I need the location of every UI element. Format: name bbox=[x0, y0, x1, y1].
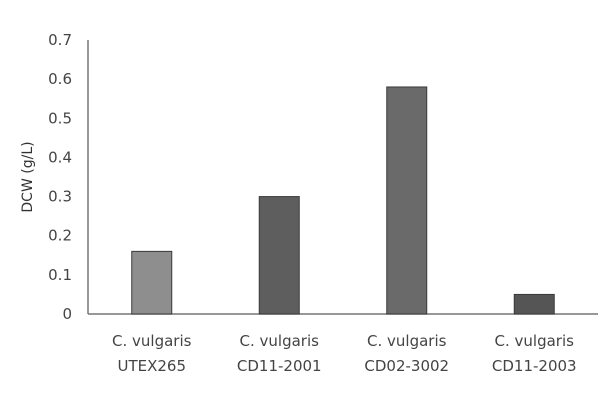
y-ticks: 0 0.1 0.2 0.3 0.4 0.5 0.6 0.7 bbox=[48, 31, 72, 323]
y-tick-label: 0.4 bbox=[48, 148, 72, 166]
category-label: CD11-2003 bbox=[492, 357, 577, 375]
y-tick-label: 0.1 bbox=[48, 266, 72, 284]
category-label: C. vulgaris bbox=[495, 332, 575, 350]
category-labels: C. vulgaris UTEX265 C. vulgaris CD11-2001 C.… bbox=[112, 332, 577, 375]
category-label: UTEX265 bbox=[117, 357, 186, 375]
y-tick-label: 0 bbox=[62, 305, 72, 323]
bar bbox=[513, 293, 555, 315]
axes bbox=[87, 40, 598, 315]
bars bbox=[131, 86, 555, 315]
category-label: CD02-3002 bbox=[364, 357, 449, 375]
category-label: C. vulgaris bbox=[112, 332, 192, 350]
category-label: C. vulgaris bbox=[367, 332, 447, 350]
category-label: CD11-2001 bbox=[237, 357, 322, 375]
y-tick-label: 0.7 bbox=[48, 31, 72, 49]
bar bbox=[131, 250, 173, 315]
y-tick-label: 0.3 bbox=[48, 188, 72, 206]
y-axis-title: DCW (g/L) bbox=[20, 141, 36, 212]
y-tick-label: 0.2 bbox=[48, 227, 72, 245]
bar bbox=[258, 196, 300, 315]
y-tick-label: 0.6 bbox=[48, 70, 72, 88]
bar bbox=[386, 86, 428, 315]
category-label: C. vulgaris bbox=[240, 332, 320, 350]
y-tick-label: 0.5 bbox=[48, 109, 72, 127]
